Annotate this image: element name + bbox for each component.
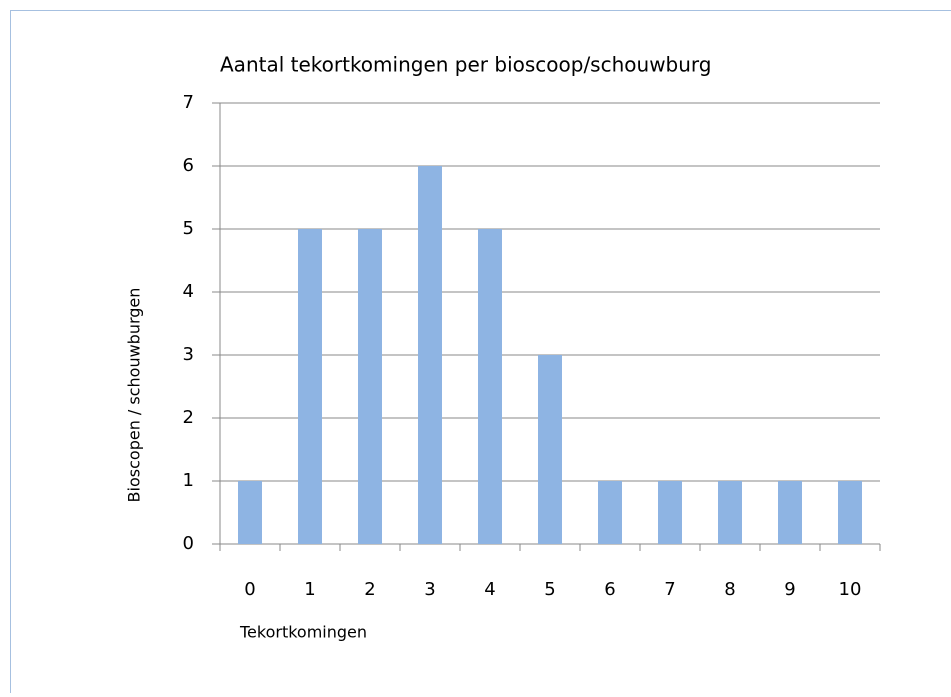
bar xyxy=(418,166,442,544)
bar xyxy=(238,481,262,544)
y-tick-label: 5 xyxy=(183,218,194,239)
x-tick-label: 4 xyxy=(484,579,495,600)
y-tick-label: 6 xyxy=(183,155,194,176)
x-axis-label: Tekortkomingen xyxy=(239,623,367,642)
x-tick-label: 7 xyxy=(664,579,675,600)
x-tick-label: 3 xyxy=(424,579,435,600)
y-tick-label: 0 xyxy=(183,533,194,554)
bar xyxy=(598,481,622,544)
bar xyxy=(538,355,562,544)
bar xyxy=(478,229,502,544)
y-tick-label: 7 xyxy=(183,92,194,113)
x-tick-label: 0 xyxy=(244,579,255,600)
x-tick-label: 9 xyxy=(784,579,795,600)
bar xyxy=(838,481,862,544)
y-tick-label: 2 xyxy=(183,407,194,428)
x-tick-label: 8 xyxy=(724,579,735,600)
x-tick-label: 10 xyxy=(839,579,862,600)
bar xyxy=(358,229,382,544)
bar xyxy=(298,229,322,544)
bar xyxy=(778,481,802,544)
y-axis-label: Bioscopen / schouwburgen xyxy=(125,288,144,503)
x-tick-label: 1 xyxy=(304,579,315,600)
chart-title: Aantal tekortkomingen per bioscoop/schou… xyxy=(220,53,711,77)
x-tick-label: 2 xyxy=(364,579,375,600)
bar xyxy=(718,481,742,544)
x-tick-label: 5 xyxy=(544,579,555,600)
x-tick-label: 6 xyxy=(604,579,615,600)
y-tick-label: 3 xyxy=(183,344,194,365)
y-tick-label: 1 xyxy=(183,470,194,491)
bar xyxy=(658,481,682,544)
y-tick-label: 4 xyxy=(183,281,194,302)
